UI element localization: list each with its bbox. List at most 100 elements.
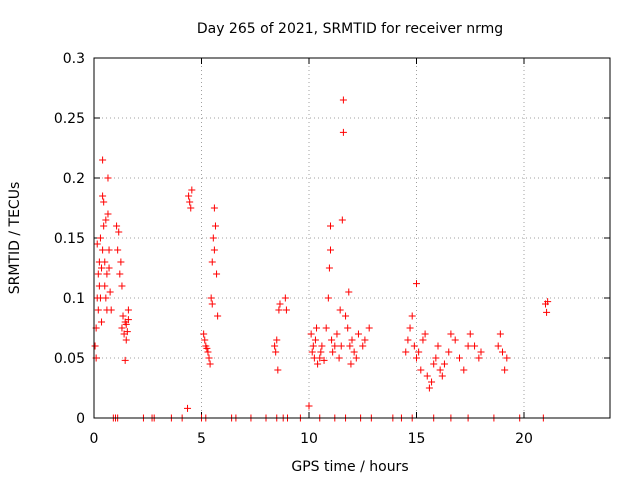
data-point [205,354,213,362]
data-point [282,306,290,314]
y-tick-label: 0.05 [54,351,85,367]
data-point [308,348,316,356]
data-point [114,246,122,254]
data-point [214,312,222,320]
data-point [501,366,509,374]
data-point [116,270,124,278]
data-point [94,306,102,314]
data-point [200,330,208,338]
data-point [107,306,115,314]
data-point [187,204,195,212]
data-point [477,348,485,356]
data-point [305,402,313,410]
data-point [408,312,416,320]
data-point [413,280,420,288]
data-point [275,306,283,314]
data-point [121,356,129,364]
x-tick-label: 20 [515,431,533,447]
y-tick-label: 0.25 [54,111,85,127]
data-point [421,330,429,338]
data-point [103,270,111,278]
data-point [434,342,442,350]
x-axis-label: GPS time / hours [291,459,408,475]
data-point [415,348,423,356]
data-point [115,228,123,236]
data-point [91,342,99,350]
data-point [342,312,350,320]
data-point [203,344,211,352]
data-point [273,336,281,344]
data-point [213,270,221,278]
data-point [124,306,132,314]
data-point [185,192,193,200]
data-point [313,324,321,332]
data-point [123,328,131,336]
data-point [94,270,102,278]
data-point [209,234,217,242]
data-point [318,342,326,350]
data-point [428,378,436,386]
data-point [464,342,472,350]
data-point [316,354,324,362]
data-point [460,366,468,374]
x-tick-label: 0 [90,431,99,447]
data-point [322,324,330,332]
data-point [406,324,414,332]
data-point [445,348,453,356]
data-point [325,264,333,272]
data-point [333,330,341,338]
data-point [475,354,483,362]
data-point [432,354,440,362]
data-point [345,288,353,296]
data-point [338,216,346,224]
data-point [471,342,479,350]
data-point [98,318,106,326]
data-point [402,348,410,356]
data-point [344,324,352,332]
data-point [105,246,113,254]
data-point [122,320,130,328]
data-point [423,372,431,380]
data-point [329,348,337,356]
data-point [350,348,358,356]
data-point [124,316,132,324]
data-point [271,342,279,350]
data-point [335,354,343,362]
data-point [327,222,334,230]
data-point [122,336,130,344]
data-point [438,372,446,380]
data-point [331,342,339,350]
data-point [419,336,427,344]
data-point [543,308,551,316]
data-point [272,348,280,356]
data-point [336,306,344,314]
data-point [102,294,110,302]
data-point [101,282,109,290]
data-point [102,216,110,224]
data-point [311,336,319,344]
data-point [361,336,369,344]
data-point [99,246,107,254]
data-point [354,330,362,338]
data-point [544,298,552,306]
data-point [118,282,126,290]
data-point [339,128,347,136]
data-point [99,192,107,200]
data-point [118,324,126,332]
data-point [425,384,433,392]
data-point [207,294,215,302]
data-point [206,360,214,368]
data-point [186,198,194,206]
data-point [410,342,418,350]
data-point [210,204,218,212]
data-point [101,258,109,266]
y-tick-label: 0.3 [63,51,85,67]
data-point [494,342,502,350]
data-point [104,174,112,182]
data-point [210,246,218,254]
data-point [309,342,317,350]
y-axis-label: SRMTID / TECUs [7,182,23,295]
data-point [496,330,504,338]
grid-layer [94,58,610,418]
